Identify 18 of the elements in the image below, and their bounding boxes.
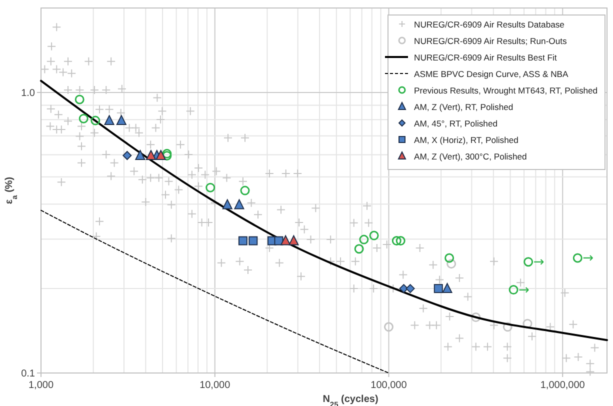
- annotation: →: [518, 282, 530, 298]
- annotation: →: [533, 254, 544, 270]
- legend-label: NUREG/CR-6909 Air Results Database: [414, 20, 565, 30]
- legend-label: NUREG/CR-6909 Air Results; Run-Outs: [414, 36, 567, 46]
- legend-label: AM, X (Horiz), RT, Polished: [414, 135, 519, 145]
- x-tick-label: 10,000: [200, 380, 231, 391]
- x-tick-label: 1,000,000: [540, 380, 586, 391]
- legend-label: NUREG/CR-6909 Air Results Best Fit: [414, 52, 558, 62]
- legend-label: AM, 45°, RT, Polished: [414, 118, 498, 128]
- legend-label: ASME BPVC Design Curve, ASS & NBA: [414, 69, 569, 79]
- legend-label: AM, Z (Vert), RT, Polished: [414, 102, 514, 112]
- x-tick-label: 1,000: [28, 380, 54, 391]
- legend-label: AM, Z (Vert), 300°C, Polished: [414, 152, 528, 162]
- y-tick-label: 1.0: [21, 88, 36, 99]
- y-tick-label: 0.1: [21, 368, 36, 380]
- legend-label: Previous Results, Wrought MT643, RT, Polished: [414, 86, 598, 96]
- annotation: →: [582, 250, 594, 266]
- x-tick-label: 100,000: [370, 380, 408, 391]
